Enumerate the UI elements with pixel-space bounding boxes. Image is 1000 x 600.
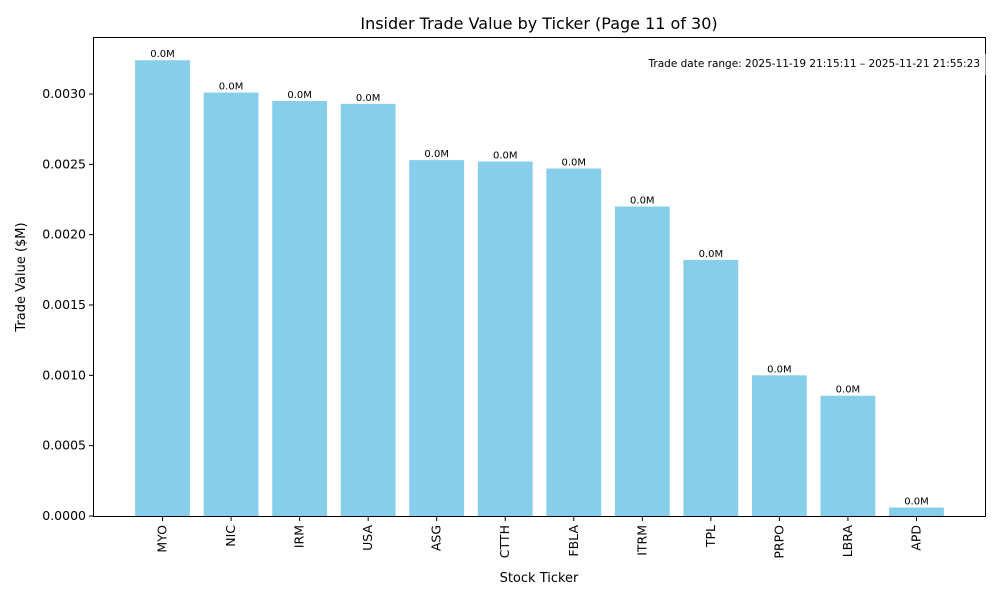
x-tick-label-asg: ASG xyxy=(429,525,444,551)
x-tick-label-ctth: CTTH xyxy=(497,525,512,558)
x-tick-label-apd: APD xyxy=(908,525,923,551)
data-label-apd: 0.0M xyxy=(904,497,929,508)
x-tick-label-tpl: TPL xyxy=(703,525,718,548)
bar-apd xyxy=(889,507,944,516)
y-tick-label: 0.0000 xyxy=(42,508,86,523)
y-tick-label: 0.0025 xyxy=(42,156,86,171)
y-tick-label: 0.0005 xyxy=(42,438,86,453)
x-tick-label-fbla: FBLA xyxy=(566,525,581,557)
data-label-asg: 0.0M xyxy=(424,149,449,160)
plot-area: 0.0000 0.0005 0.0010 0.0015 0.0020 0.0025 0.00… xyxy=(42,49,944,559)
date-range-annotation: Trade date range: 2025-11-19 21:15:11 – … xyxy=(648,58,980,70)
x-tick-label-myo: MYO xyxy=(155,525,170,553)
y-tick-label: 0.0010 xyxy=(42,367,86,382)
bar-lbra xyxy=(820,395,876,516)
bar-itrm xyxy=(614,206,670,516)
data-label-ctth: 0.0M xyxy=(493,151,518,162)
data-label-itrm: 0.0M xyxy=(630,196,655,207)
data-label-usa: 0.0M xyxy=(356,93,381,104)
data-label-lbra: 0.0M xyxy=(836,385,861,396)
x-tick-label-prpo: PRPO xyxy=(771,525,786,559)
annotation-border xyxy=(985,54,986,75)
bar-irm xyxy=(272,101,328,516)
plot-frame xyxy=(93,37,986,517)
chart-title: Insider Trade Value by Ticker (Page 11 o… xyxy=(360,14,717,33)
bar-myo xyxy=(135,60,190,517)
y-tick-label: 0.0015 xyxy=(42,297,86,312)
x-tick-label-irm: IRM xyxy=(292,525,307,548)
bar-tpl xyxy=(683,259,739,516)
x-axis-label: Stock Ticker xyxy=(500,571,579,586)
x-tick-label-itrm: ITRM xyxy=(634,525,649,556)
data-label-myo: 0.0M xyxy=(150,49,175,60)
bar-ctth xyxy=(477,161,533,516)
x-tick-label-nic: NIC xyxy=(223,525,238,547)
data-label-irm: 0.0M xyxy=(287,90,312,101)
x-tick-label-usa: USA xyxy=(360,525,375,551)
y-tick-label: 0.0030 xyxy=(42,86,86,101)
bar-prpo xyxy=(751,375,807,516)
data-label-nic: 0.0M xyxy=(219,82,244,93)
bar-nic xyxy=(203,92,259,517)
x-tick-label-lbra: LBRA xyxy=(840,525,855,558)
bar-asg xyxy=(409,160,465,516)
data-label-tpl: 0.0M xyxy=(699,249,724,260)
bar-usa xyxy=(340,103,396,517)
y-axis-label: Trade Value ($M) xyxy=(14,222,29,332)
y-tick-label: 0.0020 xyxy=(42,227,86,242)
bar-fbla xyxy=(546,168,602,517)
data-label-prpo: 0.0M xyxy=(767,364,792,375)
data-label-fbla: 0.0M xyxy=(562,158,587,169)
